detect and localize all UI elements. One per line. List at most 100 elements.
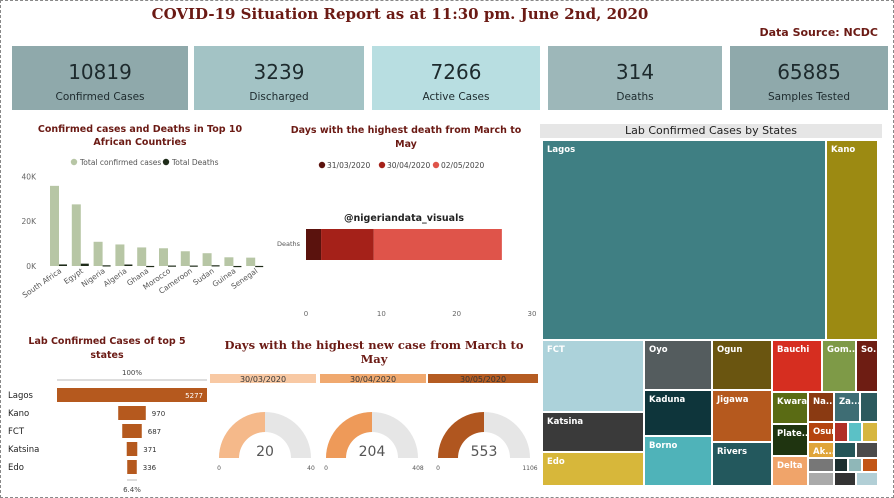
funnel-category-label: FCT — [8, 427, 25, 437]
treemap-cell-so: So... — [856, 340, 878, 392]
funnel-bar-lagos — [57, 388, 207, 402]
newcase-gauges: 30/03/2020 20 0 40 30/04/2020 204 0 408 30/05/20… — [210, 374, 538, 472]
funnel-value-label: 5277 — [185, 392, 203, 400]
kpi-label: Active Cases — [422, 91, 490, 103]
bar-confirmed-egypt — [71, 204, 81, 266]
treemap-cell-label: Katsina — [547, 417, 584, 427]
bar-deaths-ghana — [146, 265, 155, 268]
treemap-cell-ak: Ak... — [808, 442, 834, 458]
legend-swatch-confirmed — [70, 158, 78, 166]
funnel-category-label: Kano — [8, 409, 29, 419]
y-category-label: Deaths — [277, 240, 301, 248]
legend-swatch-1 — [378, 161, 386, 169]
treemap-small-cell — [862, 458, 878, 472]
x-tick-label: South Africa — [21, 266, 63, 300]
kpi-samples-tested: 65885 Samples Tested — [730, 46, 888, 110]
treemap-cell-plate: Plate... — [772, 424, 808, 456]
treemap-small-cell — [862, 422, 878, 442]
x-tick-label: 30 — [528, 310, 537, 318]
gauge-fill-0 — [219, 412, 265, 458]
gauge-date-label: 30/05/2020 — [460, 375, 506, 384]
kpi-label: Confirmed Cases — [55, 91, 145, 103]
kpi-value: 7266 — [430, 60, 482, 84]
funnel-category-label: Lagos — [8, 391, 34, 401]
gauge-min-label: 0 — [436, 465, 440, 472]
deaths-stacked-bar-chart: 31/03/2020 30/04/2020 02/05/2020 @nigeriand… — [277, 161, 537, 318]
kpi-active-cases: 7266 Active Cases — [372, 46, 540, 110]
treemap-cell-gom: Gom... — [822, 340, 856, 392]
treemap-cell-edo: Edo — [542, 452, 644, 486]
x-tick-label: Algeria — [102, 266, 129, 288]
data-source: Data Source: NCDC — [759, 26, 879, 39]
newcase-title: Days with the highest new case from Marc… — [224, 338, 524, 366]
bar-deaths-nigeria — [102, 265, 111, 267]
gauge-max-label: 408 — [412, 465, 424, 472]
gauge-header-2 — [428, 374, 538, 383]
treemap-cell-kwara: Kwara — [772, 392, 808, 424]
treemap-cell-osun: Osun — [808, 422, 834, 442]
kpi-confirmed-cases: 10819 Confirmed Cases — [12, 46, 188, 110]
funnel-bar-fct — [122, 424, 142, 438]
treemap-small-cell — [860, 392, 878, 422]
treemap-small-cell — [834, 422, 848, 442]
treemap-cell-katsina: Katsina — [542, 412, 644, 452]
bar-deaths-morocco — [168, 265, 176, 267]
gauge-min-label: 0 — [217, 465, 221, 472]
y-tick-label: 0K — [26, 262, 37, 271]
treemap-cell-label: Kano — [831, 145, 856, 155]
treemap-cell-jigawa: Jigawa — [712, 390, 772, 442]
treemap-cell-label: Na... — [813, 397, 834, 407]
treemap-cell-fct: FCT — [542, 340, 644, 412]
funnel-chart: 100% Lagos 5277 Kano 970 FCT 687 Katsina 371 Edo 3… — [8, 369, 207, 494]
funnel-bar-edo — [127, 460, 137, 474]
page-title: COVID-19 Situation Report as at 11:30 pm… — [151, 5, 649, 23]
treemap-cell-label: Za... — [839, 397, 860, 407]
gauge-fill-2 — [438, 412, 484, 458]
legend-label-confirmed: Total confirmed cases — [79, 158, 161, 167]
bar-confirmed-cameroon — [180, 251, 190, 266]
gauge-value: 553 — [471, 444, 498, 460]
treemap-cell-label: Edo — [547, 457, 565, 467]
funnel-value-label: 970 — [152, 410, 165, 418]
bar-deaths-south-africa — [59, 264, 67, 266]
legend-label-deaths: Total Deaths — [171, 158, 219, 167]
treemap-cell-label: Delta — [777, 461, 803, 471]
treemap-cell-label: So... — [861, 345, 877, 355]
bar-deaths-guinea — [233, 265, 242, 268]
treemap-cell-lagos: Lagos — [542, 140, 826, 340]
x-tick-label: 10 — [377, 310, 386, 318]
treemap-small-cell — [856, 442, 878, 458]
funnel-bar-kano — [118, 406, 146, 420]
bar-confirmed-morocco — [159, 248, 168, 266]
treemap-cell-label: Kwara — [777, 397, 808, 407]
treemap-cell-rivers: Rivers — [712, 442, 772, 486]
treemap-cell-oyo: Oyo — [644, 340, 712, 390]
treemap-cell-label: Lagos — [547, 145, 576, 155]
stacked-bar-30/04/2020 — [321, 229, 374, 260]
treemap-cell-label: Ak... — [813, 447, 834, 457]
treemap-cell-label: Oyo — [649, 345, 668, 355]
treemap-cell-na: Na... — [808, 392, 834, 422]
gauge-date-label: 30/03/2020 — [240, 375, 286, 384]
treemap-small-cell — [808, 458, 834, 472]
funnel-value-label: 687 — [148, 428, 161, 436]
x-tick-label: Nigeria — [80, 266, 107, 289]
gauge-min-label: 0 — [324, 465, 328, 472]
treemap-small-cell — [848, 458, 862, 472]
treemap-small-cell — [808, 472, 834, 486]
gauge-max-label: 1106 — [522, 465, 537, 472]
kpi-label: Deaths — [616, 91, 654, 103]
gauge-fill-1 — [326, 412, 372, 458]
bar-deaths-algeria — [124, 264, 133, 266]
kpi-discharged: 3239 Discharged — [194, 46, 364, 110]
kpi-value: 3239 — [253, 60, 305, 84]
kpi-label: Discharged — [249, 91, 309, 103]
treemap-cell-label: Jigawa — [717, 395, 749, 405]
x-tick-label: 20 — [452, 310, 461, 318]
treemap-small-cell — [834, 472, 856, 486]
funnel-category-label: Edo — [8, 463, 24, 473]
gauge-value: 204 — [359, 444, 386, 460]
treemap-cell-bauchi: Bauchi — [772, 340, 822, 392]
y-tick-label: 40K — [22, 172, 38, 181]
legend-swatch-deaths — [162, 158, 170, 166]
